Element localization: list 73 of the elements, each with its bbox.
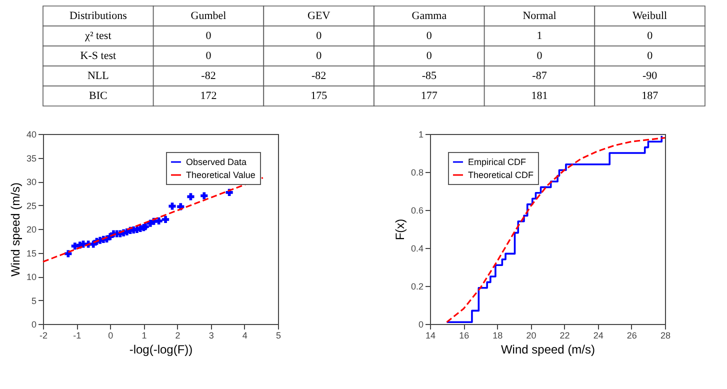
y-tick-label: 30 <box>26 177 36 187</box>
point <box>187 193 194 200</box>
point <box>155 217 162 224</box>
y-axis-title: Wind speed (m/s) <box>8 182 22 277</box>
point <box>200 192 208 200</box>
x-tick-label: -1 <box>73 330 82 340</box>
point <box>162 216 170 224</box>
x-tick-label: 4 <box>242 330 248 340</box>
y-axis-title: F(x) <box>392 218 407 240</box>
data-label: -87 <box>532 70 548 82</box>
x-tick-label: GEV <box>308 10 330 22</box>
y-tick-label: 0 <box>31 320 36 330</box>
x-tick-label: 24 <box>593 330 604 340</box>
y-tick-label: BIC <box>88 90 108 102</box>
point <box>168 202 176 210</box>
x-tick-label: 3 <box>208 330 214 340</box>
data-label: 0 <box>426 30 432 42</box>
y-tick-label: 40 <box>26 130 36 140</box>
x-tick-label: 26 <box>626 330 637 340</box>
data-label: -82 <box>201 70 216 82</box>
x-tick-label: 22 <box>560 330 570 340</box>
y-tick-label: 5 <box>31 296 36 306</box>
legend-label: Theoretical CDF <box>468 170 534 180</box>
legend-label: Observed Data <box>186 157 247 167</box>
data-label: 0 <box>206 50 212 62</box>
y-tick-label: 25 <box>26 200 36 211</box>
x-tick-label: 16 <box>459 330 470 340</box>
data-label: 181 <box>531 90 548 102</box>
x-axis-title: Wind speed (m/s) <box>500 342 596 356</box>
y-tick-label: K-S test <box>80 50 116 62</box>
data-label: 0 <box>647 50 654 62</box>
x-tick-label: Normal <box>522 10 556 22</box>
y-tick-label: 35 <box>26 153 36 164</box>
x-tick-label: 2 <box>175 330 180 340</box>
y-tick-label: 20 <box>26 224 36 234</box>
legend-label: Theoretical Value <box>186 170 256 180</box>
data-label: 0 <box>536 50 543 62</box>
data-label: 0 <box>316 50 322 62</box>
y-tick-label: 1 <box>418 130 424 140</box>
x-tick-label: 5 <box>276 330 282 340</box>
y-axis-title: Distributions <box>69 10 127 22</box>
data-label: 175 <box>310 90 328 102</box>
data-label: -90 <box>642 70 658 82</box>
x-axis-title: -log(-log(F)) <box>129 342 193 356</box>
x-tick-label: Gumbel <box>190 10 226 22</box>
data-label: 0 <box>316 30 322 42</box>
legend-label: Empirical CDF <box>468 157 527 167</box>
x-tick-label: Weibull <box>632 10 668 22</box>
y-tick-label: 0.8 <box>410 168 424 178</box>
x-tick-label: 20 <box>526 330 536 340</box>
x-tick-label: -2 <box>39 330 48 340</box>
y-tick-label: 0.2 <box>410 282 424 292</box>
data-label: 0 <box>206 30 212 42</box>
data-label: 177 <box>420 90 438 102</box>
data-label: -85 <box>422 70 437 82</box>
y-tick-label: 0 <box>418 320 424 330</box>
x-tick-label: 28 <box>660 330 671 340</box>
data-label: 0 <box>647 30 654 42</box>
data-label: 1 <box>536 30 542 42</box>
x-tick-label: 14 <box>425 330 436 340</box>
data-label: 187 <box>642 90 659 102</box>
data-label: 0 <box>426 50 432 62</box>
x-tick-label: 1 <box>142 330 147 340</box>
x-tick-label: 18 <box>492 330 503 340</box>
y-tick-label: χ² test <box>84 30 112 42</box>
y-tick-label: 0.4 <box>410 244 424 254</box>
y-tick-label: NLL <box>87 70 110 82</box>
x-tick-label: Gamma <box>412 10 447 22</box>
data-label: 172 <box>200 90 217 102</box>
y-tick-label: 0.6 <box>410 206 424 216</box>
y-tick-label: 15 <box>26 248 36 258</box>
y-tick-label: 10 <box>26 272 36 282</box>
data-label: -82 <box>311 70 326 82</box>
